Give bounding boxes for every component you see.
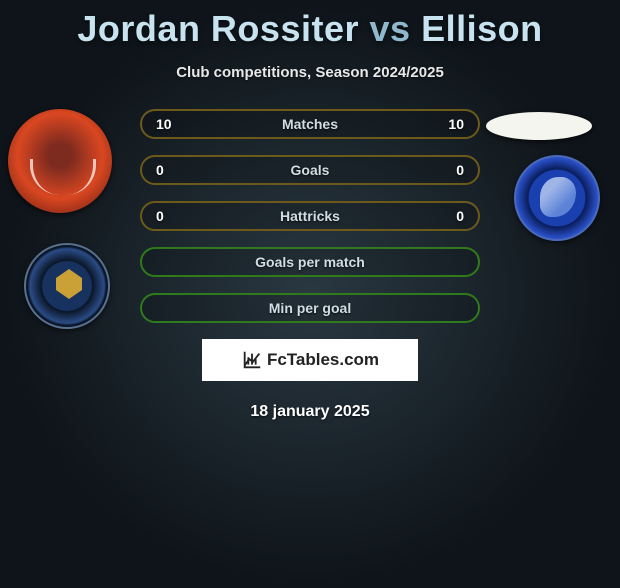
player2-club-crest: [514, 155, 600, 241]
stat-right-value: 0: [434, 162, 464, 178]
stat-label: Goals: [186, 162, 434, 178]
fctables-text: FcTables.com: [267, 350, 379, 370]
stat-label: Goals per match: [156, 254, 464, 270]
chart-icon: [241, 349, 263, 371]
stat-right-value: 0: [434, 208, 464, 224]
player2-name: Ellison: [421, 8, 543, 49]
player1-club-crest: [24, 243, 110, 329]
stat-label: Min per goal: [156, 300, 464, 316]
comparison-date: 18 january 2025: [0, 403, 620, 421]
stat-label: Matches: [186, 116, 434, 132]
stat-left-value: 0: [156, 162, 186, 178]
stat-left-value: 10: [156, 116, 186, 132]
stat-label: Hattricks: [186, 208, 434, 224]
stat-row-hattricks: 0Hattricks0: [140, 201, 480, 231]
stats-list: 10Matches100Goals00Hattricks0Goals per m…: [140, 109, 480, 323]
player2-photo: [486, 112, 592, 140]
stat-row-min-per-goal: Min per goal: [140, 293, 480, 323]
fctables-logo[interactable]: FcTables.com: [202, 339, 418, 381]
vs-label: vs: [370, 8, 411, 49]
stat-right-value: 10: [434, 116, 464, 132]
stat-row-goals-per-match: Goals per match: [140, 247, 480, 277]
stat-left-value: 0: [156, 208, 186, 224]
comparison-container: 10Matches100Goals00Hattricks0Goals per m…: [0, 109, 620, 421]
season-subtitle: Club competitions, Season 2024/2025: [0, 64, 620, 81]
stat-row-matches: 10Matches10: [140, 109, 480, 139]
player1-photo: [8, 109, 112, 213]
stat-row-goals: 0Goals0: [140, 155, 480, 185]
comparison-title: Jordan Rossiter vs Ellison: [0, 8, 620, 50]
player1-name: Jordan Rossiter: [77, 8, 359, 49]
